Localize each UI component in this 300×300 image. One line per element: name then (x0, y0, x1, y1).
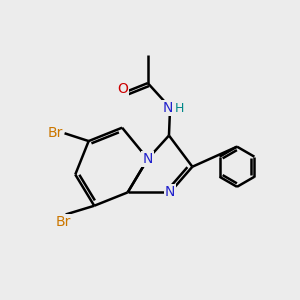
Text: H: H (175, 103, 184, 116)
Text: O: O (117, 82, 128, 96)
Text: Br: Br (55, 215, 71, 230)
Text: N: N (162, 100, 172, 115)
Text: N: N (165, 185, 175, 200)
Text: Br: Br (47, 126, 63, 140)
Text: N: N (142, 152, 153, 166)
